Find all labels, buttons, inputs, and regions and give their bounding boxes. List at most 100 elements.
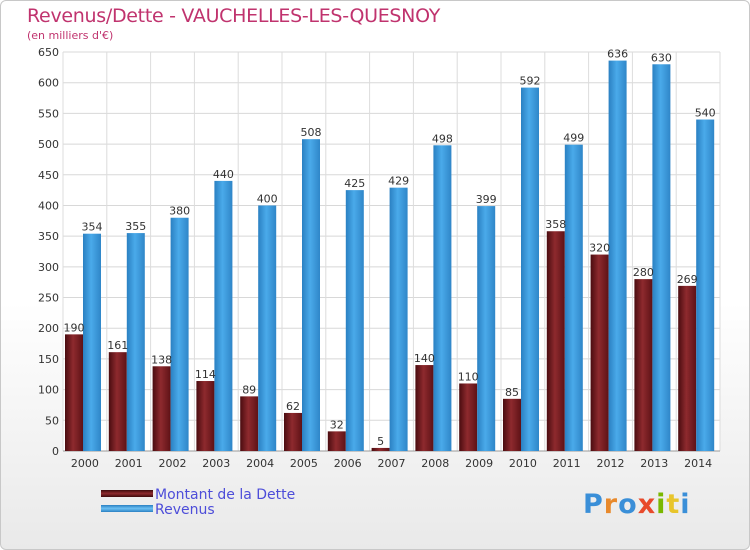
x-tick-label-2007: 2007 <box>378 457 406 470</box>
value-label-revenue-2008: 498 <box>432 132 453 145</box>
bar-revenue-2006 <box>345 190 364 451</box>
bar-debt-2010 <box>503 398 521 451</box>
value-label-debt-2003: 114 <box>195 368 216 381</box>
value-label-revenue-2002: 380 <box>169 205 190 218</box>
logo-letter: o <box>618 489 638 520</box>
bar-debt-2004 <box>240 396 259 451</box>
y-tick-label: 200 <box>38 322 59 335</box>
x-tick-label-2001: 2001 <box>115 457 143 470</box>
bar-debt-2008 <box>415 365 434 451</box>
bar-debt-2012 <box>590 254 609 451</box>
value-label-debt-2012: 320 <box>589 242 610 255</box>
value-label-revenue-2010: 592 <box>520 75 541 88</box>
bar-revenue-2005 <box>302 139 320 452</box>
value-label-debt-2008: 140 <box>414 352 435 365</box>
y-tick-label: 400 <box>38 199 59 212</box>
bar-debt-2007 <box>371 447 390 451</box>
bar-revenue-2011 <box>564 144 583 451</box>
value-label-debt-2000: 190 <box>64 321 85 334</box>
logo-letter: i <box>656 489 667 520</box>
legend-label-debt: Montant de la Dette <box>155 487 296 503</box>
bar-revenue-2009 <box>477 206 496 451</box>
logo-letter: r <box>603 489 619 520</box>
x-tick-label-2010: 2010 <box>509 457 537 470</box>
value-label-debt-2011: 358 <box>545 218 566 231</box>
bar-debt-2001 <box>108 352 127 451</box>
x-tick-label-2014: 2014 <box>684 457 712 470</box>
x-tick-label-2012: 2012 <box>597 457 625 470</box>
legend-swatch-debt <box>101 490 153 497</box>
value-label-debt-2004: 89 <box>242 383 256 396</box>
x-tick-label-2013: 2013 <box>640 457 668 470</box>
value-labels: 190 354 161 355 138 380 114 440 89 400 62 508 32 425 5… <box>64 48 716 448</box>
logo-letter: i <box>680 489 691 520</box>
value-label-revenue-2013: 630 <box>651 51 672 64</box>
x-axis: 2000 2001 2002 2003 2004 2005 2006 2007 2008 2009… <box>71 457 712 470</box>
legend-label-revenue: Revenus <box>155 502 215 518</box>
bar-revenue-2003 <box>214 180 233 451</box>
bar-debt-2003 <box>196 381 215 451</box>
y-tick-label: 600 <box>38 77 59 90</box>
value-label-revenue-2000: 354 <box>82 221 103 234</box>
bar-debt-2000 <box>65 334 83 451</box>
bars <box>65 60 715 452</box>
y-tick-label: 350 <box>38 230 59 243</box>
bar-debt-2006 <box>327 431 346 451</box>
value-label-debt-2006: 32 <box>330 418 344 431</box>
x-tick-label-2006: 2006 <box>334 457 362 470</box>
y-tick-label: 500 <box>38 138 59 151</box>
bar-debt-2009 <box>459 383 478 451</box>
bar-revenue-2012 <box>608 60 627 452</box>
x-tick-label-2003: 2003 <box>202 457 230 470</box>
value-label-debt-2005: 62 <box>286 400 300 413</box>
value-label-debt-2002: 138 <box>151 353 172 366</box>
bar-revenue-2010 <box>521 87 539 451</box>
value-label-revenue-2014: 540 <box>695 107 716 120</box>
bar-debt-2011 <box>546 231 565 451</box>
bar-revenue-2002 <box>170 217 189 451</box>
value-label-revenue-2005: 508 <box>301 126 322 139</box>
chart-subtitle: (en milliers d'€) <box>27 29 114 42</box>
bar-debt-2005 <box>284 412 302 451</box>
y-tick-label: 450 <box>38 169 59 182</box>
value-label-debt-2014: 269 <box>677 273 698 286</box>
y-axis: 0 50 100 150 200 250 300 350 400 450 500 550 600 650 <box>38 46 59 458</box>
legend-swatch-revenue <box>101 505 153 512</box>
bar-revenue-2007 <box>389 187 408 451</box>
value-label-revenue-2009: 399 <box>476 193 497 206</box>
value-label-debt-2001: 161 <box>107 339 128 352</box>
y-tick-label: 300 <box>38 261 59 274</box>
x-tick-label-2011: 2011 <box>553 457 581 470</box>
bar-revenue-2004 <box>258 205 277 451</box>
value-label-debt-2007: 5 <box>377 435 384 448</box>
bar-revenue-2014 <box>696 119 715 452</box>
value-label-revenue-2011: 499 <box>563 132 584 145</box>
bar-revenue-2001 <box>126 233 145 451</box>
value-label-debt-2009: 110 <box>458 370 479 383</box>
value-label-debt-2010: 85 <box>505 386 519 399</box>
proxiti-logo: Proxiti <box>583 489 691 520</box>
y-tick-label: 0 <box>52 445 59 458</box>
chart-title: Revenus/Dette - VAUCHELLES-LES-QUESNOY <box>27 5 441 27</box>
value-label-revenue-2003: 440 <box>213 168 234 181</box>
value-label-revenue-2012: 636 <box>607 48 628 61</box>
x-tick-label-2009: 2009 <box>465 457 493 470</box>
bar-debt-2002 <box>152 366 171 451</box>
y-tick-label: 50 <box>45 414 59 427</box>
value-label-debt-2013: 280 <box>633 266 654 279</box>
value-label-revenue-2006: 425 <box>344 177 365 190</box>
logo-letter: P <box>583 489 604 520</box>
bar-revenue-2013 <box>652 64 671 452</box>
y-tick-label: 150 <box>38 353 59 366</box>
y-tick-label: 100 <box>38 384 59 397</box>
value-label-revenue-2001: 355 <box>125 220 146 233</box>
x-tick-label-2000: 2000 <box>71 457 99 470</box>
bar-debt-2013 <box>634 279 653 451</box>
bar-revenue-2008 <box>433 145 452 451</box>
value-label-revenue-2004: 400 <box>257 192 278 205</box>
logo-letter: x <box>637 489 657 520</box>
y-tick-label: 250 <box>38 292 59 305</box>
x-tick-label-2002: 2002 <box>159 457 187 470</box>
